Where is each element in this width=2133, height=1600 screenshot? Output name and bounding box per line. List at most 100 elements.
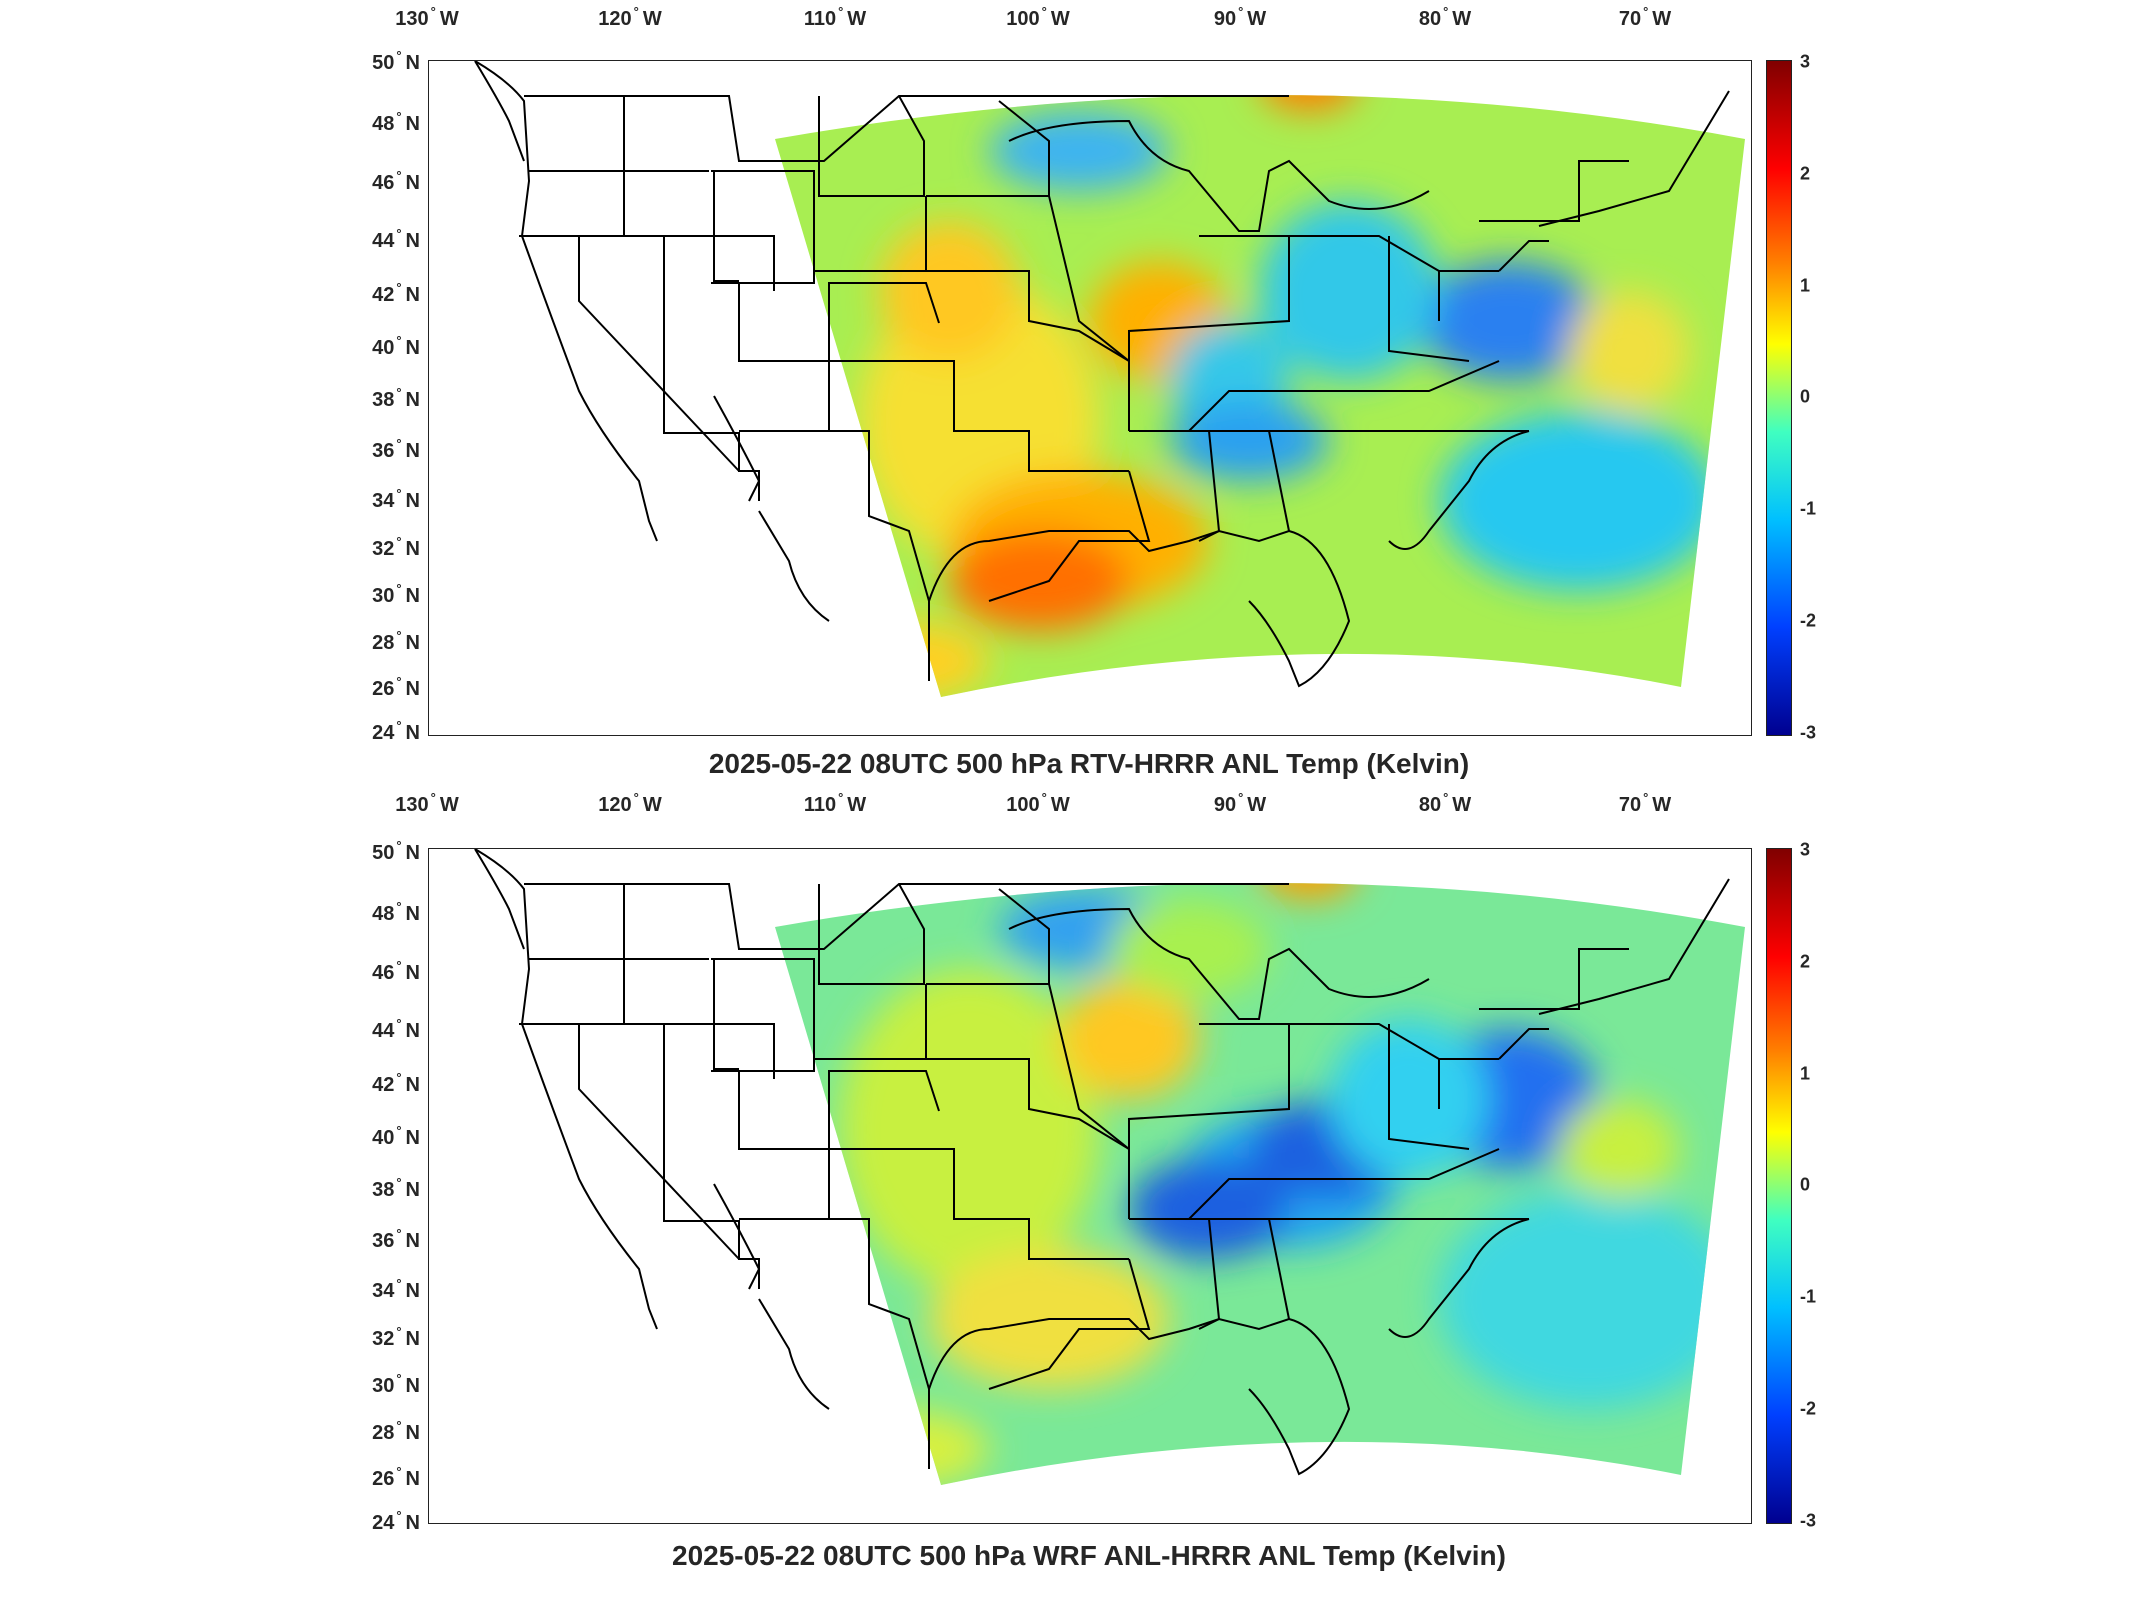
hemisphere: N [405,1127,420,1149]
colorbar-tick: 1 [1800,1063,1811,1084]
degree-symbol: ° [1041,790,1047,805]
panel-rtv-hrrr: 130 ° W 120 ° W 110 ° W 100 ° W 90 ° W 80 ° W 70 ° W 5… [0,0,2133,790]
degree-symbol: ° [396,48,402,63]
degree-symbol: ° [396,1175,402,1190]
lon-label-130: 130 ° W [395,4,459,31]
hemisphere: N [405,585,420,607]
lon-value: 120 [598,794,632,816]
hemisphere: N [405,1074,420,1096]
lon-value: 80 [1418,8,1442,30]
hemisphere: W [439,8,459,30]
degree-symbol: ° [1443,790,1449,805]
degree-symbol: ° [396,486,402,501]
lon-label-70: 70 ° W [1618,790,1672,817]
lat-value: 24 [372,1512,395,1534]
panel-title: 2025-05-22 08UTC 500 hPa WRF ANL-HRRR AN… [672,1540,1506,1571]
lon-value: 100 [1006,794,1040,816]
degree-symbol: ° [838,4,844,19]
lat-label-34: 34 ° N [372,1276,420,1303]
lat-label-26: 26 ° N [372,674,420,701]
lat-label-24: 24 ° N [372,1508,420,1535]
lat-label-36: 36 ° N [372,1226,420,1253]
lat-label-48: 48 ° N [372,899,420,926]
hemisphere: N [405,490,420,512]
degree-symbol: ° [396,1070,402,1085]
hemisphere: N [405,389,420,411]
degree-symbol: ° [396,899,402,914]
lat-value: 26 [372,1468,395,1490]
lon-label-110: 110 ° W [803,790,866,817]
lat-value: 36 [372,1230,395,1252]
lat-label-42: 42 ° N [372,1070,420,1097]
lon-label-130: 130 ° W [395,790,459,817]
lon-value: 100 [1006,8,1040,30]
lon-value: 110 [803,8,837,30]
degree-symbol: ° [1041,4,1047,19]
colorbar-tick: 1 [1800,275,1811,296]
degree-symbol: ° [396,333,402,348]
degree-symbol: ° [396,1016,402,1031]
degree-symbol: ° [396,1226,402,1241]
hemisphere: W [1452,794,1472,816]
colorbar-tick: -3 [1800,1510,1817,1531]
hemisphere: N [405,962,420,984]
hemisphere: W [1652,794,1672,816]
lat-value: 46 [372,962,395,984]
lon-label-120: 120 ° W [598,4,662,31]
colorbar-tick: 2 [1800,951,1811,972]
hemisphere: W [439,794,459,816]
lat-label-30: 30 ° N [372,1371,420,1398]
lat-label-38: 38 ° N [372,1175,420,1202]
degree-symbol: ° [396,1123,402,1138]
lon-value: 90 [1213,794,1237,816]
colorbar-tick: -3 [1800,722,1817,743]
lat-value: 34 [372,490,395,512]
lat-label-32: 32 ° N [372,534,420,561]
colorbar-tick: -2 [1800,610,1817,631]
degree-symbol: ° [396,436,402,451]
degree-symbol: ° [1643,790,1649,805]
lon-value: 110 [803,794,837,816]
lon-value: 70 [1618,794,1642,816]
degree-symbol: ° [1443,4,1449,19]
lat-label-36: 36 ° N [372,436,420,463]
lat-label-26: 26 ° N [372,1464,420,1491]
colorbar-tick: -1 [1800,498,1817,519]
colorbar-tick: 0 [1800,386,1811,407]
degree-symbol: ° [396,168,402,183]
hemisphere: W [642,8,662,30]
colorbar-tick: 0 [1800,1174,1811,1195]
lat-value: 40 [372,337,395,359]
lat-label-42: 42 ° N [372,280,420,307]
degree-symbol: ° [396,628,402,643]
degree-symbol: ° [1643,4,1649,19]
degree-symbol: ° [430,4,436,19]
lat-label-34: 34 ° N [372,486,420,513]
degree-symbol: ° [396,1464,402,1479]
lat-axis-bottom: 50 ° N 48 ° N 46 ° N 44 ° N 42 ° N 40 ° N 38 ° N 36 ° N … [340,790,420,1600]
degree-symbol: ° [396,838,402,853]
temperature-map [474,849,1745,1485]
degree-symbol: ° [396,958,402,973]
lat-value: 30 [372,585,395,607]
lat-value: 28 [372,1422,395,1444]
lon-value: 90 [1213,8,1237,30]
lat-value: 44 [372,230,395,252]
lon-label-100: 100 ° W [1006,4,1069,31]
hemisphere: N [405,337,420,359]
degree-symbol: ° [396,1371,402,1386]
hemisphere: N [405,632,420,654]
degree-symbol: ° [396,1418,402,1433]
lat-label-48: 48 ° N [372,109,420,136]
lat-label-50: 50 ° N [372,838,420,865]
colorbar-tick: 2 [1800,163,1811,184]
colorbar-tick: 3 [1800,51,1811,72]
hemisphere: N [405,113,420,135]
degree-symbol: ° [396,1324,402,1339]
lat-label-38: 38 ° N [372,385,420,412]
hemisphere: N [405,1179,420,1201]
hemisphere: N [405,1328,420,1350]
lat-label-46: 46 ° N [372,168,420,195]
lon-value: 130 [395,8,429,30]
lat-axis-top: 50 ° N 48 ° N 46 ° N 44 ° N 42 ° N 40 ° N 38 ° N 36 ° N … [340,0,420,790]
